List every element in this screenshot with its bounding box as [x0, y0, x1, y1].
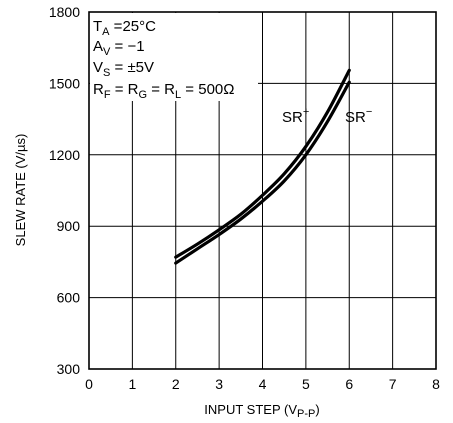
condition-ta: TA =25°C — [93, 18, 156, 38]
y-tick-label-3: 1200 — [49, 147, 80, 163]
condition-vs: VS = ±5V — [93, 59, 154, 79]
series-sr-minus-line — [174, 80, 351, 265]
y-tick-labels: 300 600 900 1200 1500 1800 — [49, 4, 80, 377]
y-tick-label-4: 1500 — [49, 75, 80, 91]
condition-av: AV = −1 — [93, 38, 145, 58]
y-axis-label: SLEW RATE (V/µs) — [13, 134, 28, 247]
x-tick-label-7: 7 — [389, 376, 397, 392]
series-sr-plus-line — [174, 68, 351, 259]
x-tick-label-5: 5 — [302, 376, 310, 392]
series-label-sr-plus: SR+ — [282, 106, 309, 126]
x-tick-labels: 0 1 2 3 4 5 6 7 8 — [85, 376, 440, 392]
series-curves — [174, 68, 351, 265]
x-tick-label-4: 4 — [259, 376, 267, 392]
x-tick-label-2: 2 — [172, 376, 180, 392]
plot-frame — [88, 11, 437, 370]
y-tick-label-2: 900 — [57, 218, 81, 234]
condition-resistors: RF = RG = RL = 500Ω — [93, 81, 234, 101]
y-tick-label-5: 1800 — [49, 4, 80, 20]
series-label-sr-minus: SR− — [345, 106, 372, 126]
x-tick-label-0: 0 — [85, 376, 93, 392]
x-axis-label: INPUT STEP (VP-P) — [204, 402, 319, 420]
y-tick-label-1: 600 — [57, 290, 81, 306]
x-tick-label-6: 6 — [345, 376, 353, 392]
conditions-box — [90, 13, 258, 101]
x-tick-label-3: 3 — [215, 376, 223, 392]
y-tick-label-0: 300 — [57, 361, 81, 377]
x-tick-label-1: 1 — [128, 376, 136, 392]
x-tick-label-8: 8 — [432, 376, 440, 392]
